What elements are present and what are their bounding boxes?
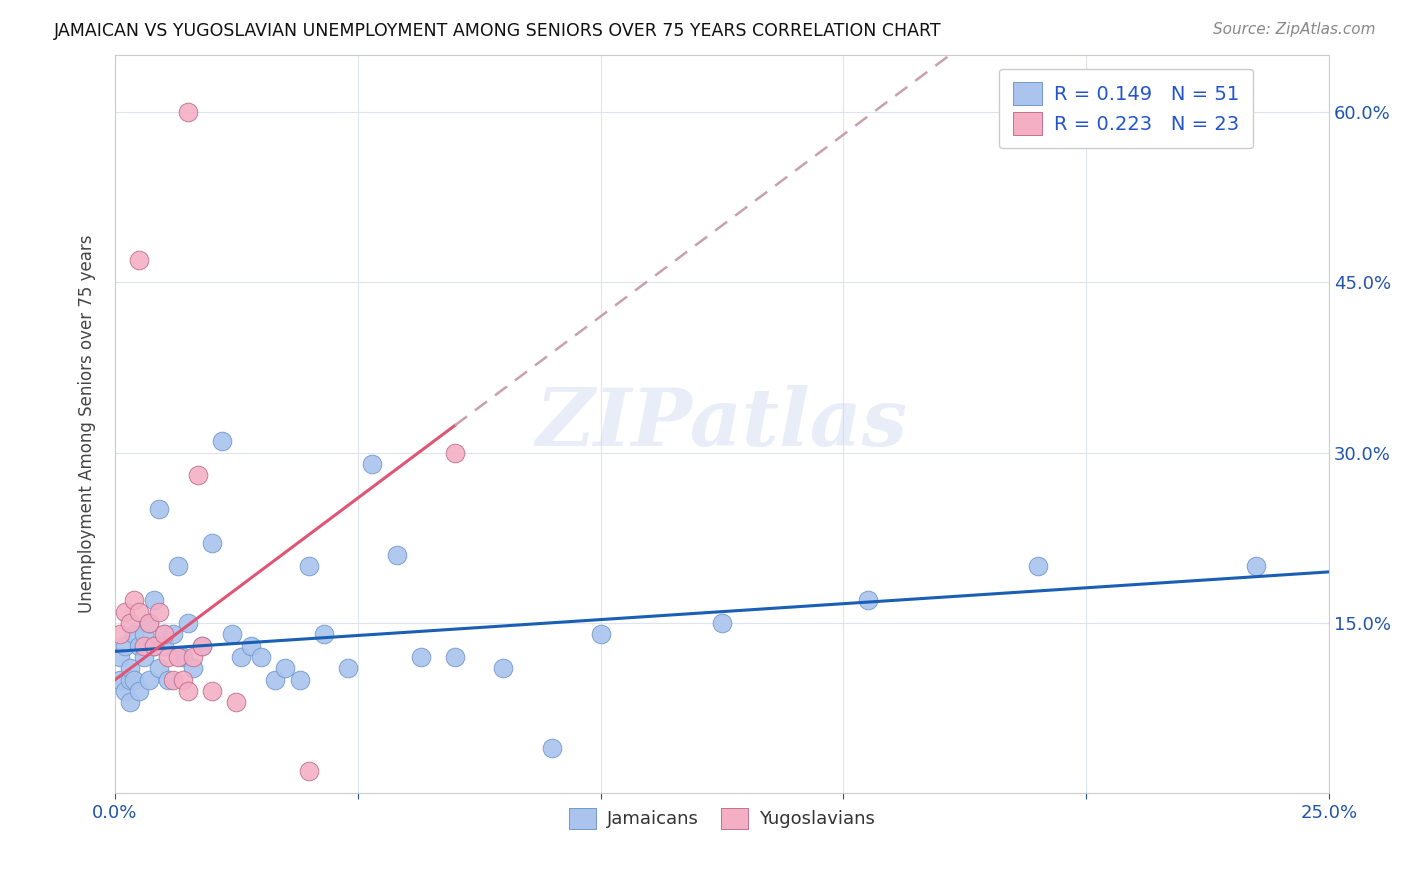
Point bbox=[711, 615, 734, 630]
Point bbox=[138, 615, 160, 630]
Point bbox=[157, 650, 180, 665]
Point bbox=[201, 684, 224, 698]
Point bbox=[409, 650, 432, 665]
Point bbox=[444, 445, 467, 459]
Point bbox=[152, 627, 174, 641]
Point bbox=[231, 650, 253, 665]
Text: Source: ZipAtlas.com: Source: ZipAtlas.com bbox=[1212, 22, 1375, 37]
Point bbox=[134, 627, 156, 641]
Point bbox=[108, 673, 131, 687]
Point bbox=[142, 639, 165, 653]
Point bbox=[589, 627, 612, 641]
Point bbox=[128, 252, 150, 267]
Point bbox=[187, 468, 209, 483]
Point bbox=[124, 627, 146, 641]
Point bbox=[172, 673, 194, 687]
Point bbox=[181, 650, 204, 665]
Point bbox=[134, 650, 156, 665]
Point bbox=[172, 650, 194, 665]
Point bbox=[1244, 559, 1267, 574]
Point bbox=[128, 684, 150, 698]
Point bbox=[128, 605, 150, 619]
Point bbox=[298, 559, 321, 574]
Point bbox=[152, 639, 174, 653]
Point bbox=[541, 740, 564, 755]
Point bbox=[177, 615, 200, 630]
Point bbox=[177, 684, 200, 698]
Point bbox=[157, 673, 180, 687]
Point bbox=[312, 627, 335, 641]
Point bbox=[337, 661, 360, 675]
Point bbox=[385, 548, 408, 562]
Point bbox=[108, 650, 131, 665]
Point bbox=[211, 434, 233, 449]
Point bbox=[142, 593, 165, 607]
Y-axis label: Unemployment Among Seniors over 75 years: Unemployment Among Seniors over 75 years bbox=[79, 235, 96, 614]
Point bbox=[124, 673, 146, 687]
Point bbox=[138, 615, 160, 630]
Point bbox=[114, 684, 136, 698]
Point bbox=[191, 639, 214, 653]
Point bbox=[181, 661, 204, 675]
Point bbox=[118, 673, 141, 687]
Text: JAMAICAN VS YUGOSLAVIAN UNEMPLOYMENT AMONG SENIORS OVER 75 YEARS CORRELATION CHA: JAMAICAN VS YUGOSLAVIAN UNEMPLOYMENT AMO… bbox=[53, 22, 941, 40]
Point bbox=[114, 605, 136, 619]
Point bbox=[138, 673, 160, 687]
Point bbox=[162, 627, 184, 641]
Point bbox=[201, 536, 224, 550]
Point bbox=[148, 605, 170, 619]
Point bbox=[108, 627, 131, 641]
Point bbox=[221, 627, 243, 641]
Point bbox=[162, 673, 184, 687]
Point bbox=[177, 104, 200, 119]
Point bbox=[148, 661, 170, 675]
Point bbox=[167, 559, 190, 574]
Point bbox=[288, 673, 311, 687]
Point bbox=[240, 639, 263, 653]
Point bbox=[167, 650, 190, 665]
Point bbox=[114, 639, 136, 653]
Point bbox=[856, 593, 879, 607]
Point bbox=[249, 650, 271, 665]
Point bbox=[361, 457, 384, 471]
Point bbox=[1026, 559, 1049, 574]
Legend: Jamaicans, Yugoslavians: Jamaicans, Yugoslavians bbox=[562, 801, 882, 836]
Point bbox=[274, 661, 297, 675]
Point bbox=[444, 650, 467, 665]
Point bbox=[118, 696, 141, 710]
Text: ZIPatlas: ZIPatlas bbox=[536, 385, 908, 463]
Point bbox=[492, 661, 515, 675]
Point bbox=[118, 661, 141, 675]
Point bbox=[298, 764, 321, 778]
Point bbox=[191, 639, 214, 653]
Point bbox=[128, 639, 150, 653]
Point bbox=[124, 593, 146, 607]
Point bbox=[264, 673, 287, 687]
Point bbox=[225, 696, 247, 710]
Point bbox=[142, 639, 165, 653]
Point bbox=[134, 639, 156, 653]
Point bbox=[148, 502, 170, 516]
Point bbox=[152, 627, 174, 641]
Point bbox=[118, 615, 141, 630]
